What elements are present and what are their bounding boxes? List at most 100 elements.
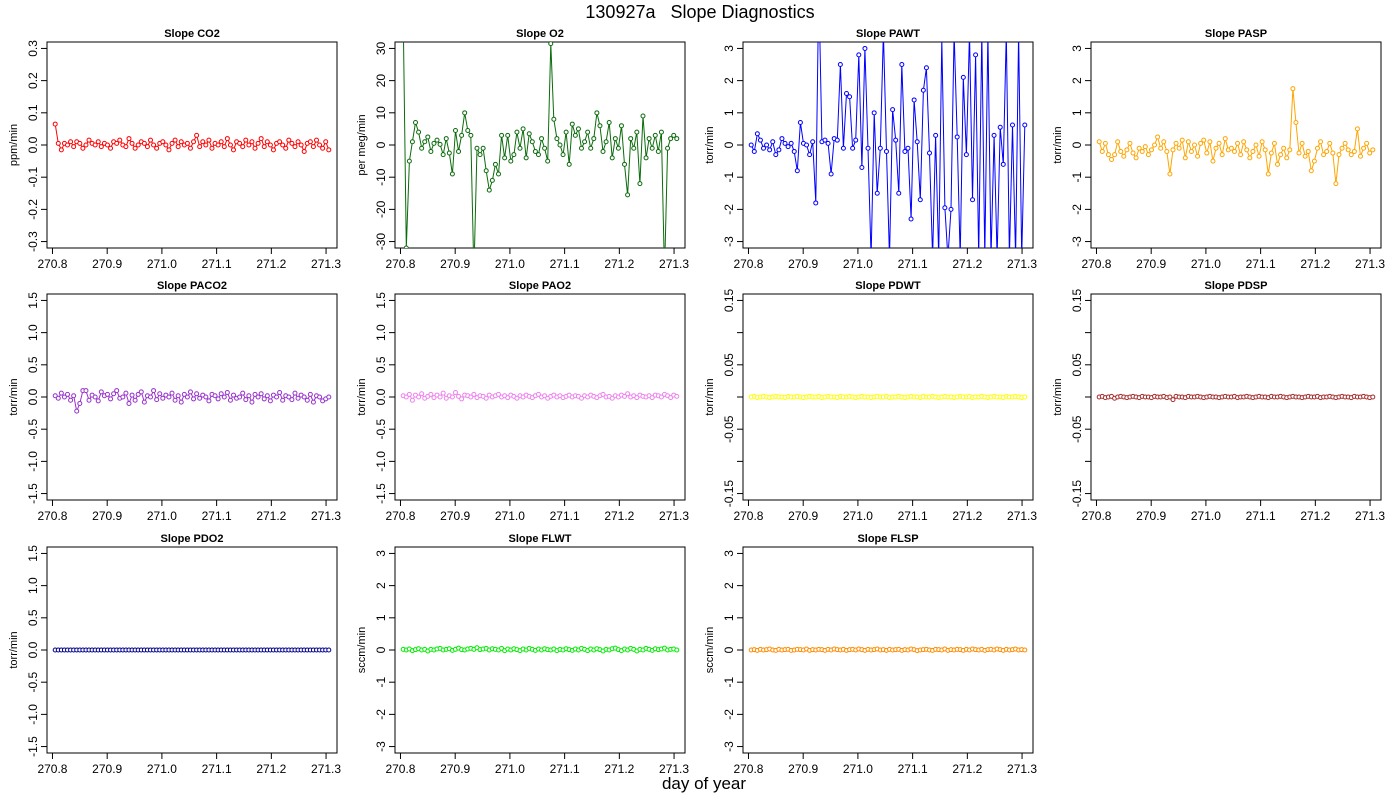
data-point <box>1136 145 1142 151</box>
data-point <box>317 394 323 400</box>
plot-title: Slope PASP <box>1205 28 1267 40</box>
data-point <box>618 123 624 129</box>
data-point <box>1188 148 1194 154</box>
data-point <box>465 128 471 134</box>
data-point <box>416 129 422 135</box>
y-tick-label: 1.5 <box>26 292 40 309</box>
data-point <box>606 119 612 125</box>
y-axis-label: torr/min <box>704 126 716 163</box>
data-point <box>505 395 511 401</box>
data-point <box>401 14 405 18</box>
plot-title: Slope CO2 <box>164 28 220 40</box>
data-point <box>428 391 434 397</box>
data-point <box>141 140 147 146</box>
data-point <box>1339 145 1345 151</box>
data-point <box>554 136 560 142</box>
data-point <box>1109 156 1115 162</box>
data-point <box>625 391 631 397</box>
data-point <box>160 395 166 401</box>
x-tick-label: 271.1 <box>202 762 232 776</box>
x-tick-label: 270.9 <box>440 762 470 776</box>
y-axis-label: sccm/min <box>356 627 368 673</box>
data-point <box>989 256 993 260</box>
data-series <box>52 388 332 414</box>
data-point <box>422 139 428 145</box>
data-point <box>890 107 896 113</box>
y-tick-label: 2 <box>374 582 388 589</box>
data-series <box>401 14 680 248</box>
data-point <box>1130 150 1136 156</box>
data-point <box>255 394 261 400</box>
data-point <box>600 391 606 397</box>
data-point <box>502 155 508 161</box>
data-point <box>277 139 283 145</box>
y-tick-label: -0.15 <box>1070 480 1084 508</box>
data-point <box>622 161 628 167</box>
x-tick-label: 271.0 <box>1191 509 1221 523</box>
data-point <box>585 129 591 135</box>
data-point <box>1201 137 1207 143</box>
data-point <box>804 142 810 148</box>
data-point <box>1284 155 1290 161</box>
data-point <box>452 389 458 395</box>
data-point <box>1274 161 1280 167</box>
data-point <box>286 394 292 400</box>
data-point <box>952 30 956 34</box>
data-point <box>471 391 477 397</box>
data-point <box>169 140 175 146</box>
data-point <box>98 144 104 150</box>
data-point <box>1265 171 1271 177</box>
data-point <box>104 142 110 148</box>
data-point <box>1152 142 1158 148</box>
data-point <box>129 392 135 398</box>
x-tick-label: 271.1 <box>550 257 580 271</box>
data-point <box>1179 137 1185 143</box>
data-point <box>877 145 883 151</box>
data-point <box>419 391 425 397</box>
x-tick-label: 271.2 <box>256 509 286 523</box>
data-point <box>1290 86 1296 92</box>
data-point <box>597 123 603 129</box>
y-tick-label: -1.0 <box>26 451 40 472</box>
data-point <box>406 391 412 397</box>
data-point <box>612 136 618 142</box>
data-point <box>923 65 929 71</box>
data-point <box>206 137 212 143</box>
data-point <box>1228 145 1234 151</box>
data-point <box>1321 152 1327 158</box>
data-point <box>914 139 920 145</box>
data-point <box>264 393 270 399</box>
y-tick-label: 0.3 <box>26 40 40 57</box>
data-point <box>871 110 877 116</box>
data-point <box>323 139 329 145</box>
y-tick-label: 1.5 <box>374 292 388 309</box>
data-point <box>132 145 138 151</box>
y-tick-label: -1.5 <box>26 483 40 504</box>
data-point <box>1293 119 1299 125</box>
data-point <box>317 142 323 148</box>
y-tick-label: -2 <box>722 204 736 215</box>
data-point <box>1364 140 1370 146</box>
data-point <box>1231 148 1237 154</box>
data-point <box>108 396 114 402</box>
data-point <box>776 147 782 153</box>
y-tick-label: 1 <box>722 614 736 621</box>
data-point <box>1247 155 1253 161</box>
data-point <box>1115 139 1121 145</box>
plot-title: Slope FLWT <box>509 533 572 545</box>
data-point <box>991 132 997 138</box>
data-point <box>212 393 218 399</box>
data-point <box>449 171 455 177</box>
data-point <box>967 30 971 34</box>
data-point <box>200 139 206 145</box>
data-point <box>160 139 166 145</box>
x-tick-label: 270.8 <box>385 509 415 523</box>
data-point <box>203 394 209 400</box>
x-tick-label: 271.1 <box>202 509 232 523</box>
data-point <box>1099 148 1105 154</box>
y-tick-label: -0.05 <box>1070 415 1084 443</box>
data-point <box>834 137 840 143</box>
data-point <box>757 137 763 143</box>
data-point <box>104 391 110 397</box>
data-point <box>1198 140 1204 146</box>
